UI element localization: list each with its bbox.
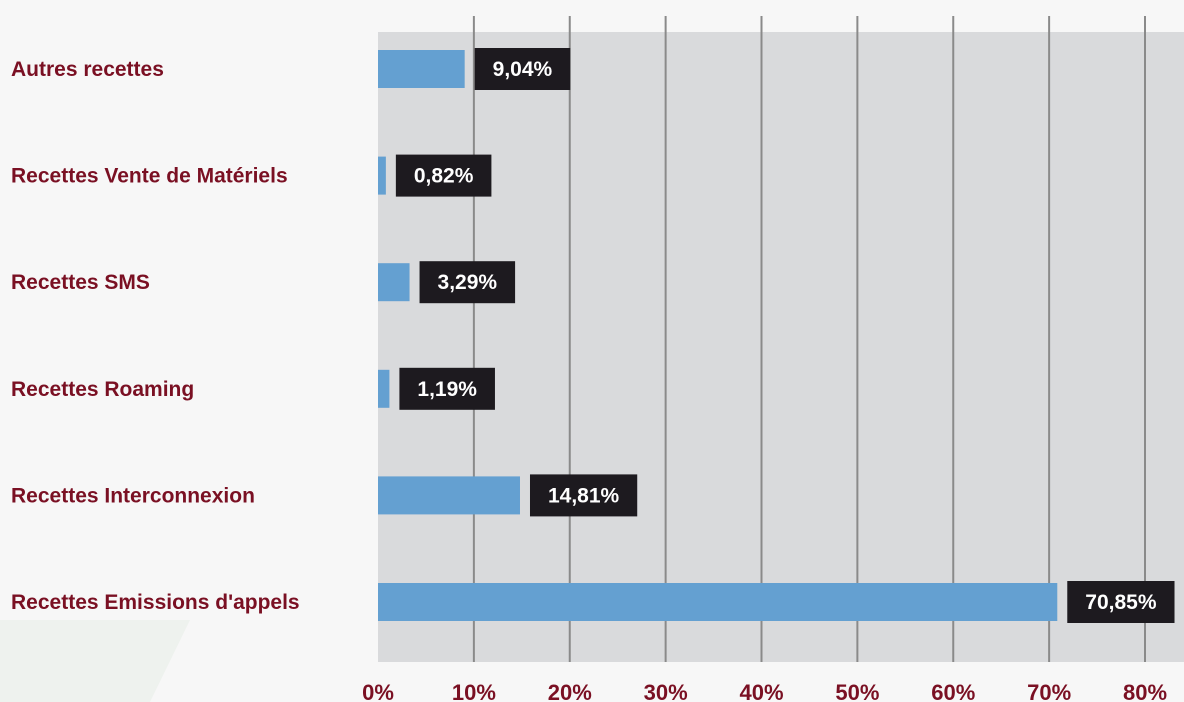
bar <box>378 156 386 195</box>
bar <box>378 476 520 515</box>
x-tick-label: 50% <box>835 680 879 702</box>
category-label: Recettes Vente de Matériels <box>11 165 288 188</box>
x-tick-label: 0% <box>362 680 394 702</box>
value-label: 3,29% <box>438 271 498 294</box>
x-tick-label: 10% <box>452 680 496 702</box>
bars: 9,04% 0,82% 3,29% 1,19% 14,81% 70,85% <box>378 48 1175 623</box>
value-label-box <box>395 154 492 197</box>
x-tick-label: 70% <box>1027 680 1071 702</box>
value-label-box <box>529 474 638 517</box>
category-label: Recettes Emissions d'appels <box>11 591 300 614</box>
x-tick-label: 60% <box>931 680 975 702</box>
x-tick-label: 30% <box>644 680 688 702</box>
value-label: 70,85% <box>1085 591 1157 614</box>
value-label: 9,04% <box>493 58 553 81</box>
category-labels: Autres recettes Recettes Vente de Matérie… <box>11 58 300 614</box>
value-label-box <box>474 48 571 90</box>
value-label-box <box>1067 581 1175 623</box>
category-label: Recettes Roaming <box>11 378 194 401</box>
gridlines <box>472 16 1146 662</box>
value-label: 0,82% <box>414 165 474 188</box>
bar <box>378 583 1058 621</box>
bar <box>378 50 465 88</box>
plot-area <box>378 32 1184 662</box>
bar <box>378 369 390 408</box>
x-tick-label: 40% <box>739 680 783 702</box>
value-label: 14,81% <box>548 484 620 507</box>
x-tick-label: 80% <box>1123 680 1167 702</box>
value-label: 1,19% <box>417 378 477 401</box>
x-axis-tick-labels: 0% 10% 20% 30% 40% 50% 60% 70% 80% <box>362 680 1167 702</box>
category-label: Autres recettes <box>11 58 164 81</box>
value-label-box <box>419 261 516 304</box>
x-tick-label: 20% <box>548 680 592 702</box>
category-label: Recettes Interconnexion <box>11 484 255 507</box>
value-label-box <box>399 367 495 410</box>
category-label: Recettes SMS <box>11 271 150 294</box>
bar <box>378 263 410 302</box>
